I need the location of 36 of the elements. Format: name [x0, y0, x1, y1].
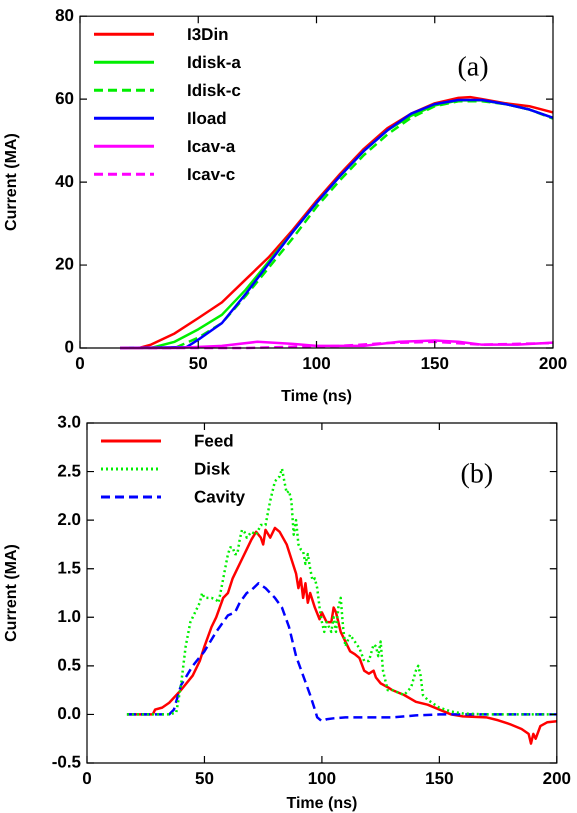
x-axis-title: Time (ns) [286, 794, 358, 812]
y-tick-label: 0 [64, 338, 74, 357]
y-tick-label: 0.0 [57, 704, 81, 724]
y-tick-label: 80 [55, 6, 74, 25]
y-axis-title: Current (MA) [3, 544, 20, 642]
x-tick-label: 150 [420, 354, 449, 373]
x-tick-label: 50 [194, 768, 214, 788]
legend-label: I3Din [187, 24, 229, 44]
legend-label: Icav-c [187, 164, 236, 184]
y-tick-label: 20 [55, 254, 74, 274]
y-tick-label: 3.0 [57, 412, 81, 432]
annotation: (a) [457, 52, 489, 83]
x-tick-label: 100 [308, 768, 336, 788]
x-tick-label: 200 [542, 768, 572, 788]
y-tick-label: 60 [55, 88, 74, 108]
x-axis-title: Time (ns) [281, 388, 352, 405]
legend-label: Iload [187, 108, 227, 128]
y-tick-label: 40 [55, 172, 74, 191]
x-tick-label: 200 [538, 354, 568, 373]
y-tick-label: 2.0 [57, 510, 81, 529]
legend-label: Idisk-c [187, 80, 241, 100]
x-tick-label: 150 [425, 768, 454, 788]
x-tick-label: 100 [302, 354, 331, 373]
legend-label: Cavity [194, 488, 246, 507]
legend-label: Feed [194, 432, 234, 451]
y-tick-label: 1.0 [57, 606, 81, 626]
y-tick-label: 0.5 [57, 656, 81, 675]
y-tick-label: -0.5 [52, 752, 81, 772]
legend-label: Disk [194, 460, 230, 479]
y-tick-label: 1.5 [57, 558, 81, 578]
x-tick-label: 50 [188, 354, 208, 373]
legend-label: Idisk-a [187, 52, 242, 72]
y-axis-title: Current (MA) [3, 133, 20, 231]
y-tick-label: 2.5 [57, 461, 81, 480]
annotation: (b) [460, 458, 494, 490]
legend-label: Icav-a [187, 136, 236, 156]
